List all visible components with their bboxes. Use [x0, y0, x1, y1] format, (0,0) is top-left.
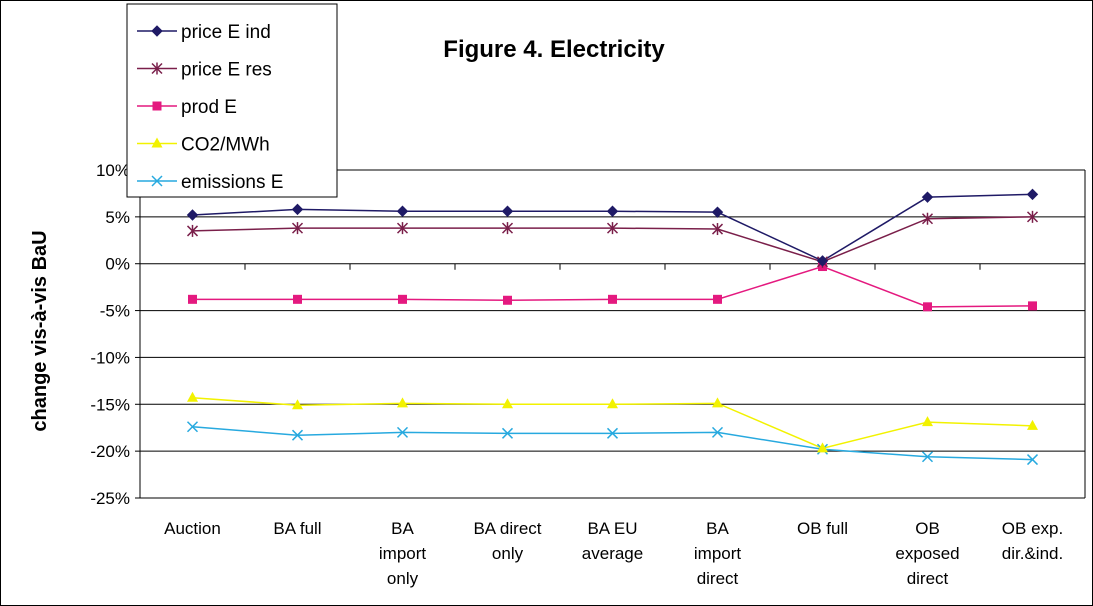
x-tick-label: BA import only [379, 519, 427, 588]
data-point [607, 398, 618, 409]
y-tick-label: -20% [90, 442, 130, 461]
data-point [293, 294, 302, 304]
data-point [186, 224, 199, 237]
data-point [503, 295, 512, 305]
legend-entry: prod E [137, 97, 237, 118]
legend-box [126, 3, 338, 198]
data-point [186, 209, 199, 221]
legend-entry: price E ind [137, 22, 271, 43]
data-point [921, 212, 934, 225]
legend-entry: CO2/MWh [137, 135, 270, 156]
data-point [712, 397, 723, 408]
data-point [921, 191, 934, 203]
y-tick-label: -5% [100, 302, 130, 321]
y-tick-label: -15% [90, 395, 130, 414]
legend-marker [151, 62, 163, 75]
legend-marker [151, 25, 163, 37]
data-point [713, 294, 722, 304]
data-point [1026, 210, 1039, 223]
x-tick-label: OB full [797, 519, 848, 538]
data-point [398, 294, 407, 304]
data-point [292, 399, 303, 410]
data-point [817, 442, 828, 453]
data-point [291, 203, 304, 216]
data-point [922, 416, 933, 427]
data-point [606, 205, 619, 217]
data-point [502, 398, 513, 409]
data-point [1026, 188, 1039, 201]
y-tick-label: -10% [90, 348, 130, 367]
data-point [921, 451, 934, 463]
data-point [923, 302, 932, 312]
y-tick-label: 5% [105, 208, 130, 227]
data-point [608, 294, 617, 304]
y-tick-label: 10% [96, 161, 130, 180]
legend-label: CO2/MWh [181, 135, 270, 156]
data-point [816, 255, 829, 267]
data-point [396, 205, 409, 217]
legend-label: prod E [181, 97, 237, 118]
axes: 10% 5% 0% -5% -10% -15% -20% -25% Auction BA full… [90, 161, 1086, 588]
legend-label: price E res [181, 60, 272, 81]
data-point [711, 426, 724, 438]
legend: price E ind price E res prod E CO2/MWh emiss… [126, 3, 338, 198]
data-point [1026, 454, 1039, 466]
x-tick-label: BA direct only [473, 519, 541, 563]
legend-label: price E ind [181, 22, 271, 43]
data-point [711, 223, 724, 236]
y-tick-label: -25% [90, 489, 130, 508]
data-point [606, 427, 619, 439]
data-point [188, 294, 197, 304]
data-point [186, 421, 199, 433]
legend-marker [151, 175, 163, 187]
x-tick-label: BA import direct [694, 519, 742, 588]
legend-entry: emissions E [137, 172, 283, 193]
data-point [187, 391, 198, 402]
legend-entry: price E res [137, 60, 272, 81]
y-tick-label: 0% [105, 255, 130, 274]
x-tick-label: BA EU average [582, 519, 643, 563]
x-tick-label: OB exposed direct [895, 519, 959, 588]
data-point [396, 426, 409, 438]
series [186, 188, 1039, 466]
legend-marker [151, 137, 163, 148]
chart-title: Figure 4. Electricity [443, 36, 665, 63]
data-point [501, 427, 514, 439]
data-point [397, 397, 408, 408]
x-tick-label: BA full [273, 519, 321, 538]
data-point [396, 222, 409, 235]
legend-marker [152, 101, 162, 111]
y-axis-label: change vis-à-vis BaU [29, 230, 51, 431]
x-tick-label: Auction [164, 519, 221, 538]
data-point [501, 222, 514, 235]
data-point [606, 222, 619, 235]
data-point [501, 205, 514, 217]
data-point [291, 222, 304, 235]
legend-label: emissions E [181, 172, 283, 193]
data-point [1027, 419, 1038, 430]
data-point [1028, 301, 1037, 311]
data-point [291, 429, 304, 441]
x-tick-label: OB exp. dir.&ind. [1002, 519, 1063, 563]
data-point [711, 206, 724, 218]
